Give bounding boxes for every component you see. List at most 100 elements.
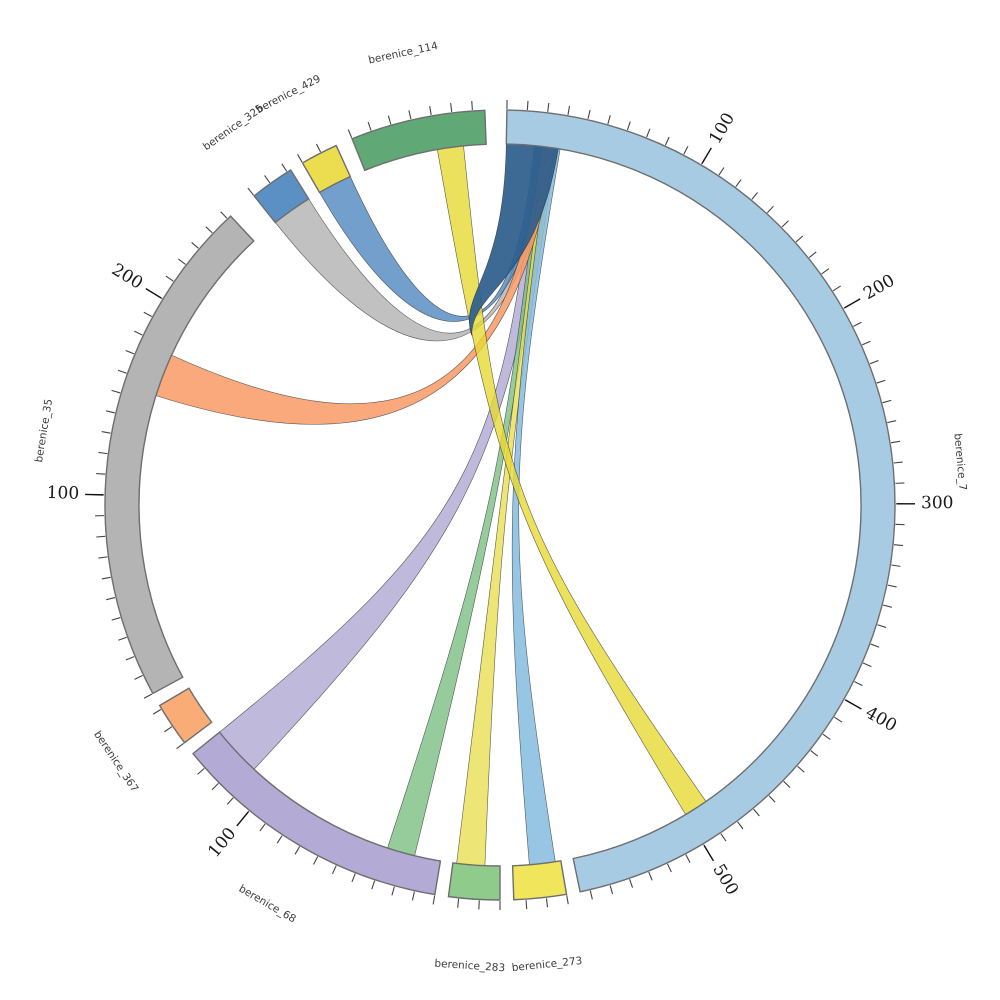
minor-tick (870, 643, 880, 648)
segment-group-berenice_35: 100 200 berenice_35 (33, 211, 255, 699)
major-tick-berenice_35-200 (145, 288, 162, 299)
minor-tick (587, 110, 591, 120)
minor-tick (143, 311, 153, 317)
minor-tick (667, 863, 672, 873)
minor-tick (332, 865, 337, 874)
minor-tick (191, 242, 199, 249)
minor-tick (685, 854, 691, 863)
minor-tick (808, 251, 817, 259)
segment-group-berenice_114: berenice_114 (347, 40, 487, 172)
minor-tick (882, 399, 892, 404)
segment-group-berenice_325: berenice_325 (201, 102, 310, 224)
major-tick-berenice_7-200 (844, 298, 861, 309)
minor-tick (607, 115, 611, 125)
ticks-berenice_273 (525, 895, 569, 910)
minor-tick (351, 873, 356, 883)
minor-tick (371, 880, 376, 890)
minor-tick (876, 379, 886, 384)
minor-tick (781, 220, 789, 228)
minor-tick (853, 321, 862, 327)
segment-label-berenice_35: berenice_35 (33, 398, 55, 463)
segment-berenice_283 (447, 862, 501, 901)
segment-berenice_429 (301, 144, 352, 194)
minor-tick (768, 795, 776, 803)
tick-label-berenice_7-400: 400 (862, 703, 900, 736)
minor-tick (347, 129, 353, 139)
minor-tick (429, 106, 432, 116)
minor-tick (411, 891, 415, 901)
minor-tick (125, 349, 135, 355)
minor-tick (96, 472, 106, 475)
major-tick-berenice_68-100 (236, 811, 249, 827)
minor-tick (893, 461, 903, 464)
minor-tick (105, 410, 115, 414)
minor-tick (391, 886, 395, 896)
minor-tick (751, 192, 759, 200)
minor-tick (797, 765, 805, 773)
minor-tick (205, 226, 213, 234)
segment-label-berenice_68: berenice_68 (237, 883, 298, 926)
minor-tick (609, 885, 614, 895)
minor-tick (101, 576, 111, 580)
minor-tick (890, 440, 901, 444)
minor-tick (891, 564, 901, 567)
minor-tick (177, 258, 186, 265)
segment-label-berenice_429: berenice_429 (254, 73, 322, 116)
ticks-berenice_114 (347, 100, 473, 139)
minor-tick (134, 675, 143, 680)
minor-tick (735, 179, 742, 188)
minor-tick (98, 556, 108, 559)
minor-tick (281, 163, 288, 172)
minor-tick (176, 742, 185, 750)
minor-tick (626, 121, 631, 131)
minor-tick (783, 780, 791, 788)
segment-berenice_35 (104, 215, 255, 695)
minor-tick (834, 716, 843, 723)
minor-tick (220, 211, 228, 219)
minor-tick (683, 145, 689, 155)
segment-berenice_7 (505, 109, 896, 893)
minor-tick (737, 821, 744, 830)
minor-tick (152, 709, 162, 715)
minor-tick (589, 890, 593, 900)
minor-tick (297, 153, 303, 163)
minor-tick (197, 767, 205, 775)
ticks-berenice_325 (247, 163, 288, 196)
segment-label-berenice_283: berenice_283 (434, 958, 505, 975)
minor-tick (646, 128, 651, 138)
tick-label-berenice_68-100: 100 (204, 824, 240, 862)
minor-tick (883, 604, 892, 608)
segment-berenice_273 (511, 860, 568, 901)
minor-tick (862, 662, 872, 668)
minor-tick (795, 235, 804, 243)
minor-tick (887, 584, 897, 588)
minor-tick (457, 898, 460, 908)
minor-tick (387, 115, 392, 125)
segment-group-berenice_367: berenice_367 (91, 687, 213, 795)
minor-tick (893, 544, 904, 547)
minor-tick (143, 693, 153, 699)
minor-tick (259, 823, 266, 832)
minor-tick (877, 624, 887, 628)
minor-tick (629, 879, 634, 888)
minor-tick (832, 285, 841, 292)
major-tick-berenice_7-500 (703, 845, 715, 862)
ticks-berenice_283 (457, 898, 501, 910)
segment-label-berenice_367: berenice_367 (91, 729, 140, 795)
minor-tick (854, 681, 863, 687)
minor-tick (753, 808, 760, 817)
minor-tick (766, 205, 774, 214)
minor-tick (315, 143, 322, 153)
minor-tick (567, 105, 571, 115)
minor-tick (432, 895, 436, 905)
minor-tick (547, 102, 550, 112)
segment-berenice_325 (253, 169, 310, 224)
minor-tick (810, 750, 819, 757)
minor-tick (226, 797, 234, 805)
ticks-berenice_429 (297, 143, 322, 163)
segment-berenice_367 (158, 687, 213, 744)
minor-tick (313, 856, 319, 865)
segment-berenice_68 (192, 731, 442, 896)
minor-tick (247, 187, 254, 196)
minor-tick (101, 431, 111, 434)
